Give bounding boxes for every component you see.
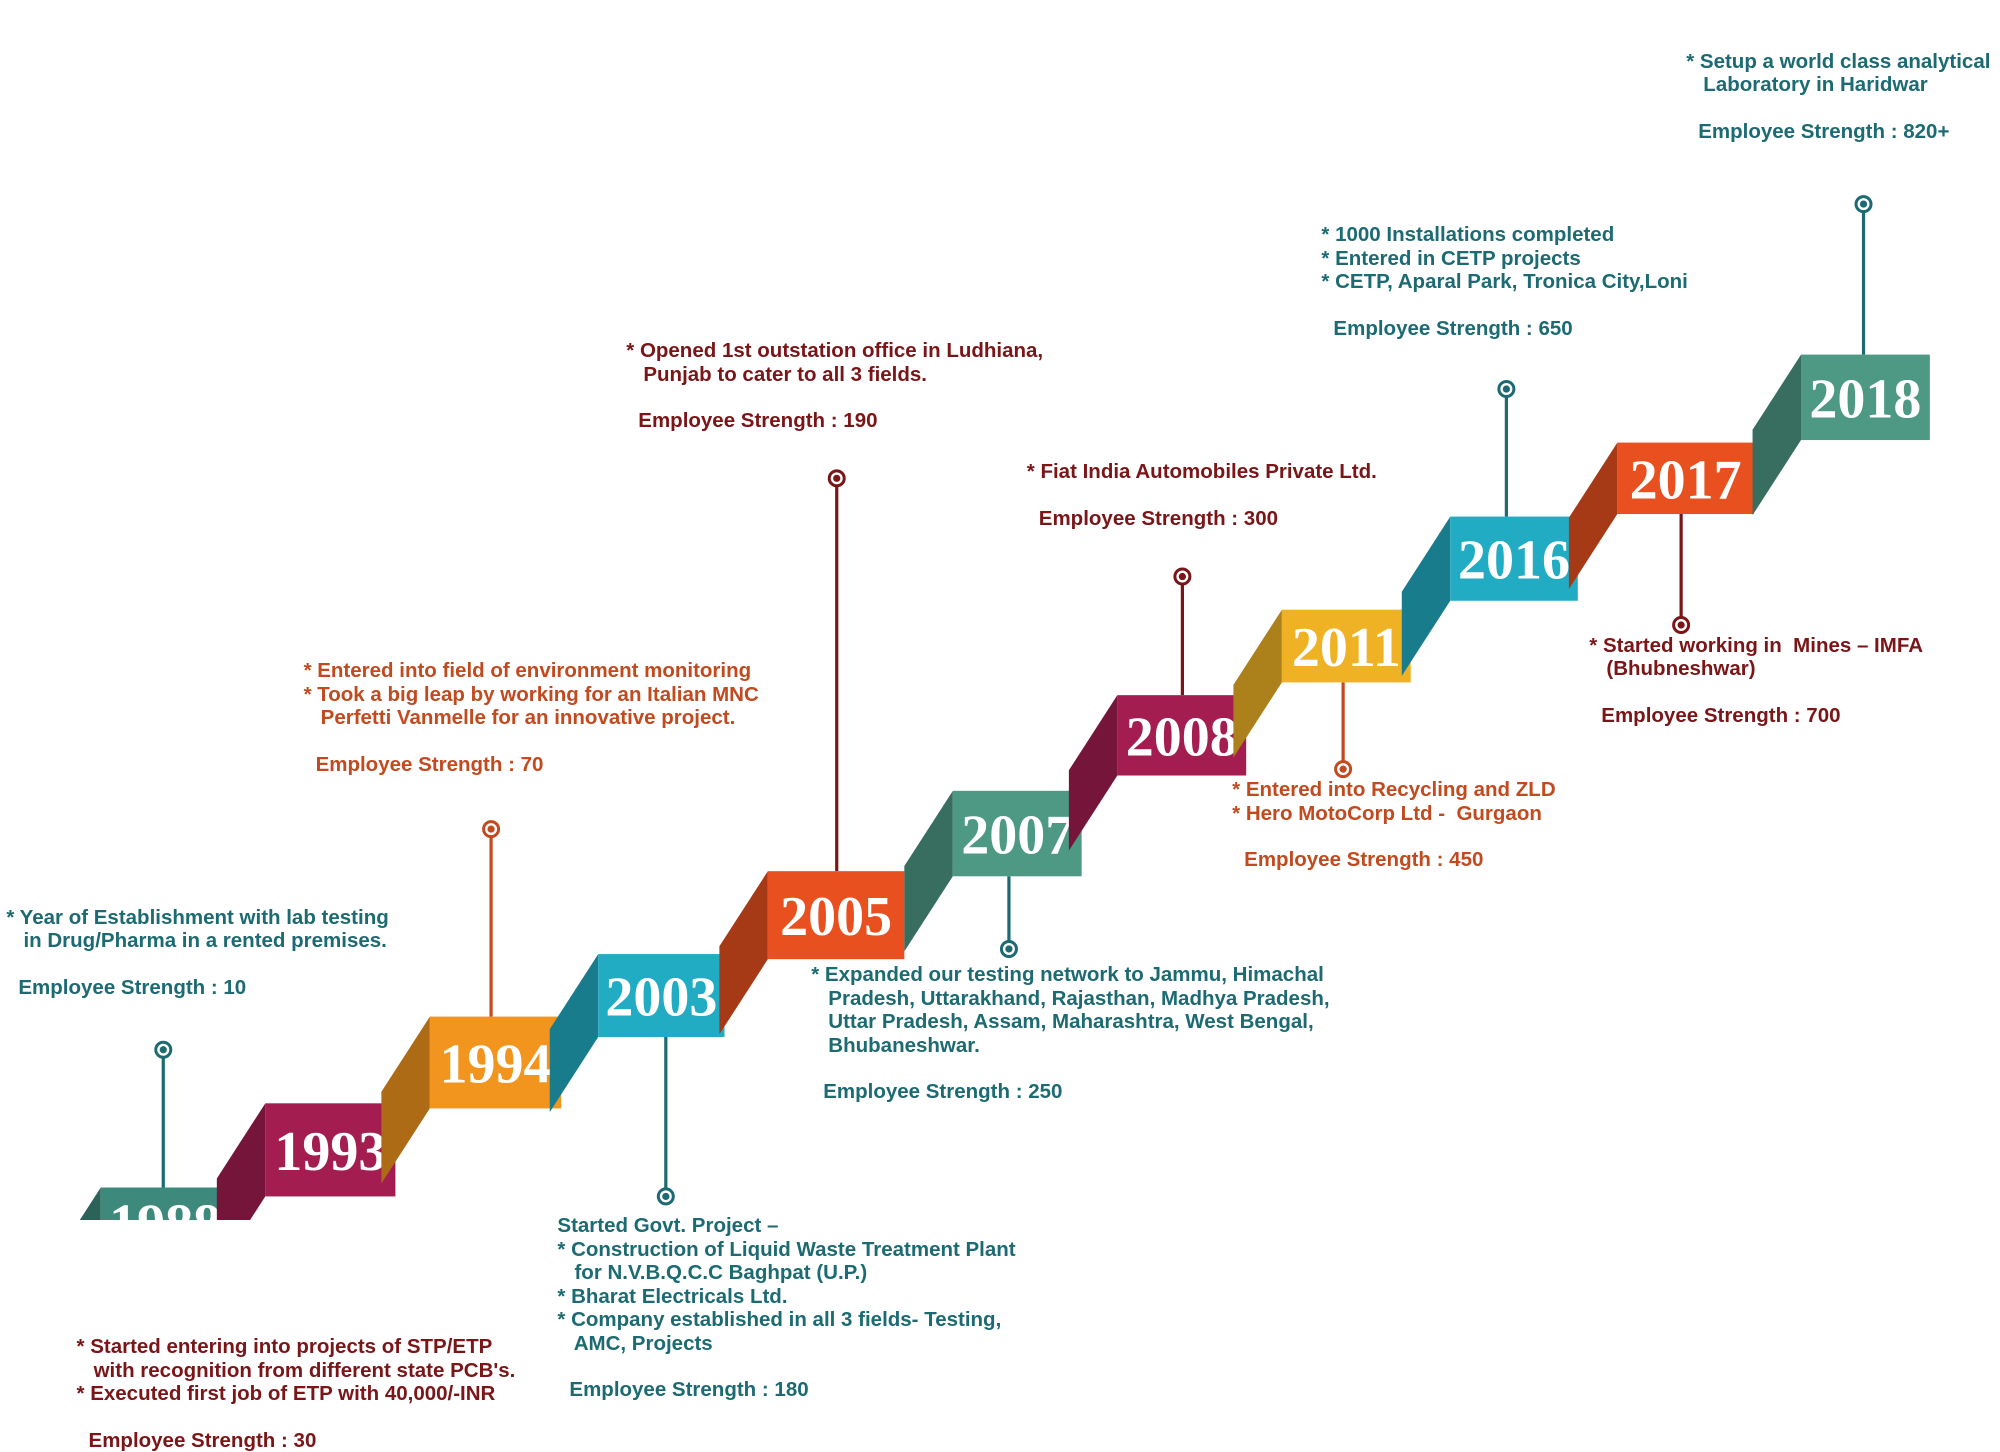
employee-strength: Employee Strength : 700 [1601,703,1841,727]
milestone-note-2007: * Expanded our testing network to Jammu,… [811,963,1329,1104]
step-riser-2018 [1752,354,1802,516]
step-riser-1994 [381,1016,430,1184]
staircase-steps: 1988 1993 1994 2003 2005 2007 2008 2011 2016 2017… [79,354,1930,1220]
year-label-2011: 2011 [1292,617,1401,679]
year-label-1988: 1988 [109,1194,221,1220]
employee-strength: Employee Strength : 190 [638,409,878,433]
marker-dot-1988 [159,1046,167,1054]
employee-strength: Employee Strength : 250 [823,1080,1063,1103]
milestone-description: * Entered into field of environment moni… [303,659,759,730]
employee-strength: Employee Strength : 180 [569,1378,809,1402]
marker-dot-2003 [662,1192,670,1201]
step-riser-2005 [719,871,768,1035]
marker-dot-2016 [1502,385,1510,393]
step-face-2007 [952,790,1082,877]
marker-dot-2017 [1677,621,1685,629]
employee-strength: Employee Strength : 30 [88,1428,317,1452]
employee-strength: Employee Strength : 300 [1038,506,1279,530]
milestone-description: * 1000 Installations completed * Entered… [1321,223,1688,294]
step-face-1988 [100,1187,230,1220]
year-label-2016: 2016 [1458,530,1570,592]
step-face-1994 [429,1016,562,1109]
milestone-description: * Opened 1st outstation office in Ludhia… [626,339,1044,386]
step-riser-2017 [1568,442,1618,590]
step-face-2008 [1117,695,1247,776]
employee-strength: Employee Strength : 450 [1244,848,1484,872]
marker-dot-2005 [833,474,841,482]
marker-dot-2011 [1339,765,1347,773]
employee-strength: Employee Strength : 820+ [1698,119,1950,143]
year-label-1993: 1993 [274,1121,386,1183]
milestone-note-2005: * Opened 1st outstation office in Ludhia… [626,339,1043,433]
step-riser-2011 [1233,609,1282,758]
marker-dot-2018 [1859,200,1868,208]
step-face-2016 [1450,516,1578,601]
step-face-2011 [1281,609,1411,683]
marker-dot-2008 [1178,572,1186,581]
marker-dot-1994 [487,825,495,833]
milestone-description: * Started working in Mines – IMFA (Bhubn… [1589,633,1924,681]
milestone-description: * Expanded our testing network to Jammu,… [811,963,1330,1057]
milestone-note-2017: * Started working in Mines – IMFA (Bhubn… [1589,634,1923,728]
step-face-2018 [1801,354,1930,441]
milestone-note-1993: * Started entering into projects of STP/… [77,1335,516,1452]
milestone-description: * Entered into Recycling and ZLD * Hero … [1232,778,1556,825]
milestone-note-2008: * Fiat India Automobiles Private Ltd. Emp… [1027,460,1377,530]
year-label-2003: 2003 [605,967,717,1029]
milestone-note-2016: * 1000 Installations completed * Entered… [1321,223,1687,340]
milestone-note-2003: Started Govt. Project – * Construction o… [557,1214,1015,1402]
step-riser-1988 [79,1187,101,1220]
step-face-2003 [598,954,725,1037]
employee-strength: Employee Strength : 70 [315,752,544,776]
milestone-description: * Started entering into projects of STP/… [76,1335,516,1406]
milestone-note-2018: * Setup a world class analytical Laborat… [1686,50,1990,144]
milestone-note-2011: * Entered into Recycling and ZLD * Hero … [1232,778,1556,872]
year-label-2017: 2017 [1630,449,1742,511]
step-face-2017 [1617,442,1754,515]
year-label-2005: 2005 [780,886,892,948]
step-riser-2016 [1401,516,1451,676]
milestone-description: * Year of Establishment with lab testing… [6,905,389,953]
milestone-description: Started Govt. Project – * Construction o… [557,1214,1016,1355]
year-label-1994: 1994 [440,1034,552,1096]
step-riser-2007 [904,790,953,952]
year-label-2008: 2008 [1126,706,1238,768]
step-face-1993 [265,1103,396,1197]
year-label-2007: 2007 [961,805,1073,867]
milestone-note-1988: * Year of Establishment with lab testing… [6,906,388,1000]
milestone-note-1994: * Entered into field of environment moni… [304,659,759,776]
employee-strength: Employee Strength : 10 [18,975,247,999]
milestone-description: * Setup a world class analytical Laborat… [1686,49,1991,97]
step-riser-1993 [216,1103,266,1220]
employee-strength: Employee Strength : 650 [1333,316,1573,340]
step-riser-2008 [1068,695,1118,851]
step-riser-2003 [549,954,599,1113]
year-label-2018: 2018 [1809,368,1921,430]
connectors [154,195,1873,1206]
marker-dot-2007 [1005,945,1013,953]
milestone-description: * Fiat India Automobiles Private Ltd. [1026,460,1377,484]
timeline-staircase: 1988 1993 1994 2003 2005 2007 2008 2011 2016 2017… [79,195,1930,1220]
step-face-2005 [767,871,905,960]
